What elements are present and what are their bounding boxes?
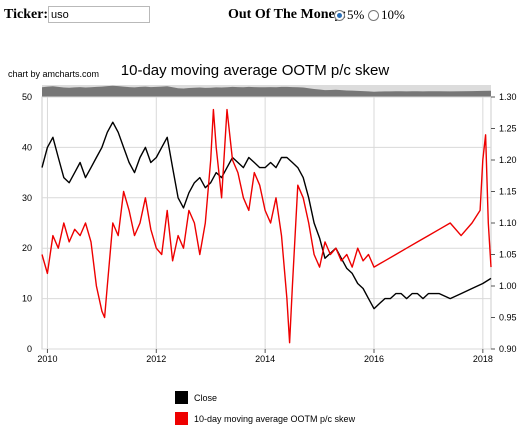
x-tick-label: 2016 [364,354,384,364]
ticker-input[interactable] [48,6,150,23]
x-tick-label: 2014 [255,354,275,364]
scrollbar-minimap [42,85,491,97]
chart-legend: Close 10-day moving average OOTM p/c ske… [175,390,355,432]
y-right-tick-label: 1.10 [499,218,517,228]
chart-credit[interactable]: chart by amcharts.com [8,69,100,79]
y-right-tick-label: 0.90 [499,344,517,354]
radio-10-percent[interactable]: 10% [368,7,405,23]
radio-10-percent-circle[interactable] [368,9,379,21]
legend-label-close: Close [194,392,218,403]
chart-series [41,108,492,344]
y-right-tick-label: 1.15 [499,187,517,197]
y-right-tick-label: 0.95 [499,313,517,323]
radio-10-percent-label: 10% [381,7,405,22]
legend-item-skew[interactable]: 10-day moving average OOTM p/c skew [175,411,355,426]
chart-axes: 0 10 20 30 40 50 0.90 0.95 1.00 1.05 1.10 1.15 1.20 1… [22,92,517,364]
plot-frame [41,96,492,350]
y-right-tick-label: 1.20 [499,155,517,165]
series-line-skew [41,108,492,344]
series-line-close [41,121,492,310]
y-left-tick-label: 30 [22,193,32,203]
legend-label-skew: 10-day moving average OOTM p/c skew [194,413,356,424]
ticker-label: Ticker: [4,7,49,22]
radio-5-percent[interactable]: 5% [334,7,364,23]
chart-scrollbar[interactable] [42,85,491,97]
radio-5-percent-circle[interactable] [334,9,345,21]
y-right-tick-label: 1.25 [499,124,517,134]
legend-swatch-skew [175,412,188,425]
y-right-tick-label: 1.05 [499,250,517,260]
y-left-tick-label: 50 [22,92,32,102]
radio-5-percent-label: 5% [347,7,365,22]
y-right-tick-label: 1.00 [499,281,517,291]
y-left-tick-label: 10 [22,294,32,304]
controls-bar: Ticker: Out Of The Money: 5% 10% [0,0,532,30]
chart-title: 10-day moving average OOTM p/c skew [120,62,390,79]
y-right-tick-label: 1.30 [499,92,517,102]
ootm-label: Out Of The Money: [228,7,347,22]
y-left-tick-label: 20 [22,243,32,253]
x-tick-label: 2010 [37,354,57,364]
x-tick-label: 2012 [146,354,166,364]
legend-item-close[interactable]: Close [175,390,355,405]
y-left-tick-label: 40 [22,142,32,152]
legend-swatch-close [175,391,188,404]
y-left-tick-label: 0 [27,344,32,354]
x-tick-label: 2018 [473,354,493,364]
chart-grid [41,96,492,350]
